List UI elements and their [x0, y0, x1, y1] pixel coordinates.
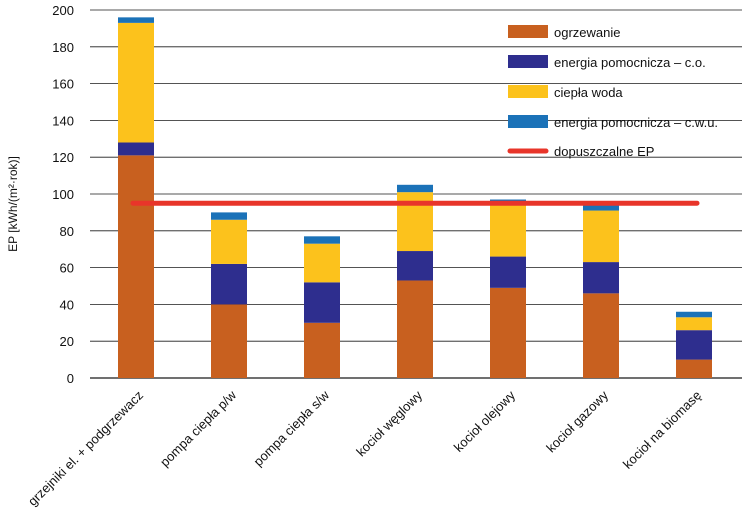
x-tick-label: kocioł olejowy: [451, 387, 519, 455]
bar-segment-2: [397, 251, 433, 281]
legend-swatch-1: [508, 25, 548, 38]
y-tick-label: 180: [52, 40, 74, 55]
y-tick-label: 200: [52, 3, 74, 18]
y-tick-label: 140: [52, 113, 74, 128]
bar-segment-1: [490, 287, 526, 378]
bar-segment-4: [583, 205, 619, 211]
bar-segment-3: [490, 203, 526, 257]
legend-label-2: energia pomocnicza – c.o.: [554, 55, 706, 70]
legend-swatch-3: [508, 85, 548, 98]
y-tick-label: 80: [60, 224, 74, 239]
bar-segment-1: [676, 359, 712, 378]
x-tick-label: grzejniki el. + podgrzewacz: [25, 388, 146, 509]
legend-label-3: ciepła woda: [554, 85, 623, 100]
y-tick-label: 60: [60, 261, 74, 276]
x-tick-label: kocioł węglowy: [353, 387, 425, 459]
x-tick-label: kocioł na biomasę: [620, 388, 704, 472]
x-tick-label: kocioł gazowy: [543, 387, 611, 455]
legend-swatch-4: [508, 115, 548, 128]
y-tick-label: 120: [52, 150, 74, 165]
bar-segment-1: [118, 155, 154, 378]
y-tick-label: 160: [52, 77, 74, 92]
bar-segment-3: [118, 22, 154, 143]
legend-label-1: ogrzewanie: [554, 25, 621, 40]
x-tick-label: pompa ciepła s/w: [250, 387, 332, 469]
bar-segment-2: [676, 330, 712, 360]
bar-segment-3: [211, 219, 247, 264]
y-tick-label: 20: [60, 334, 74, 349]
bar-segment-2: [304, 282, 340, 323]
bar-segment-4: [211, 212, 247, 220]
bar-segment-4: [676, 311, 712, 318]
legend-label-4: energia pomocnicza – c.w.u.: [554, 115, 718, 130]
legend-swatch-2: [508, 55, 548, 68]
y-tick-label: 100: [52, 187, 74, 202]
x-tick-label: pompa ciepła p/w: [157, 387, 240, 470]
y-axis-label: EP [kWh/(m²·rok)]: [6, 156, 20, 252]
bar-segment-1: [304, 322, 340, 378]
bar-segment-2: [211, 263, 247, 305]
bar-segment-2: [118, 142, 154, 156]
bar-segment-4: [397, 184, 433, 193]
bar-segment-2: [490, 256, 526, 288]
legend-label-reference: dopuszczalne EP: [554, 144, 654, 159]
bar-segment-4: [304, 236, 340, 244]
y-tick-label: 0: [67, 371, 74, 386]
bar-segment-3: [304, 243, 340, 283]
bar-segment-2: [583, 262, 619, 294]
bar-segment-3: [676, 317, 712, 331]
bar-segment-1: [211, 304, 247, 378]
bar-segment-1: [583, 293, 619, 378]
bar-segment-4: [118, 17, 154, 23]
bar-segment-1: [397, 280, 433, 378]
y-tick-label: 40: [60, 297, 74, 312]
bar-segment-3: [583, 210, 619, 263]
